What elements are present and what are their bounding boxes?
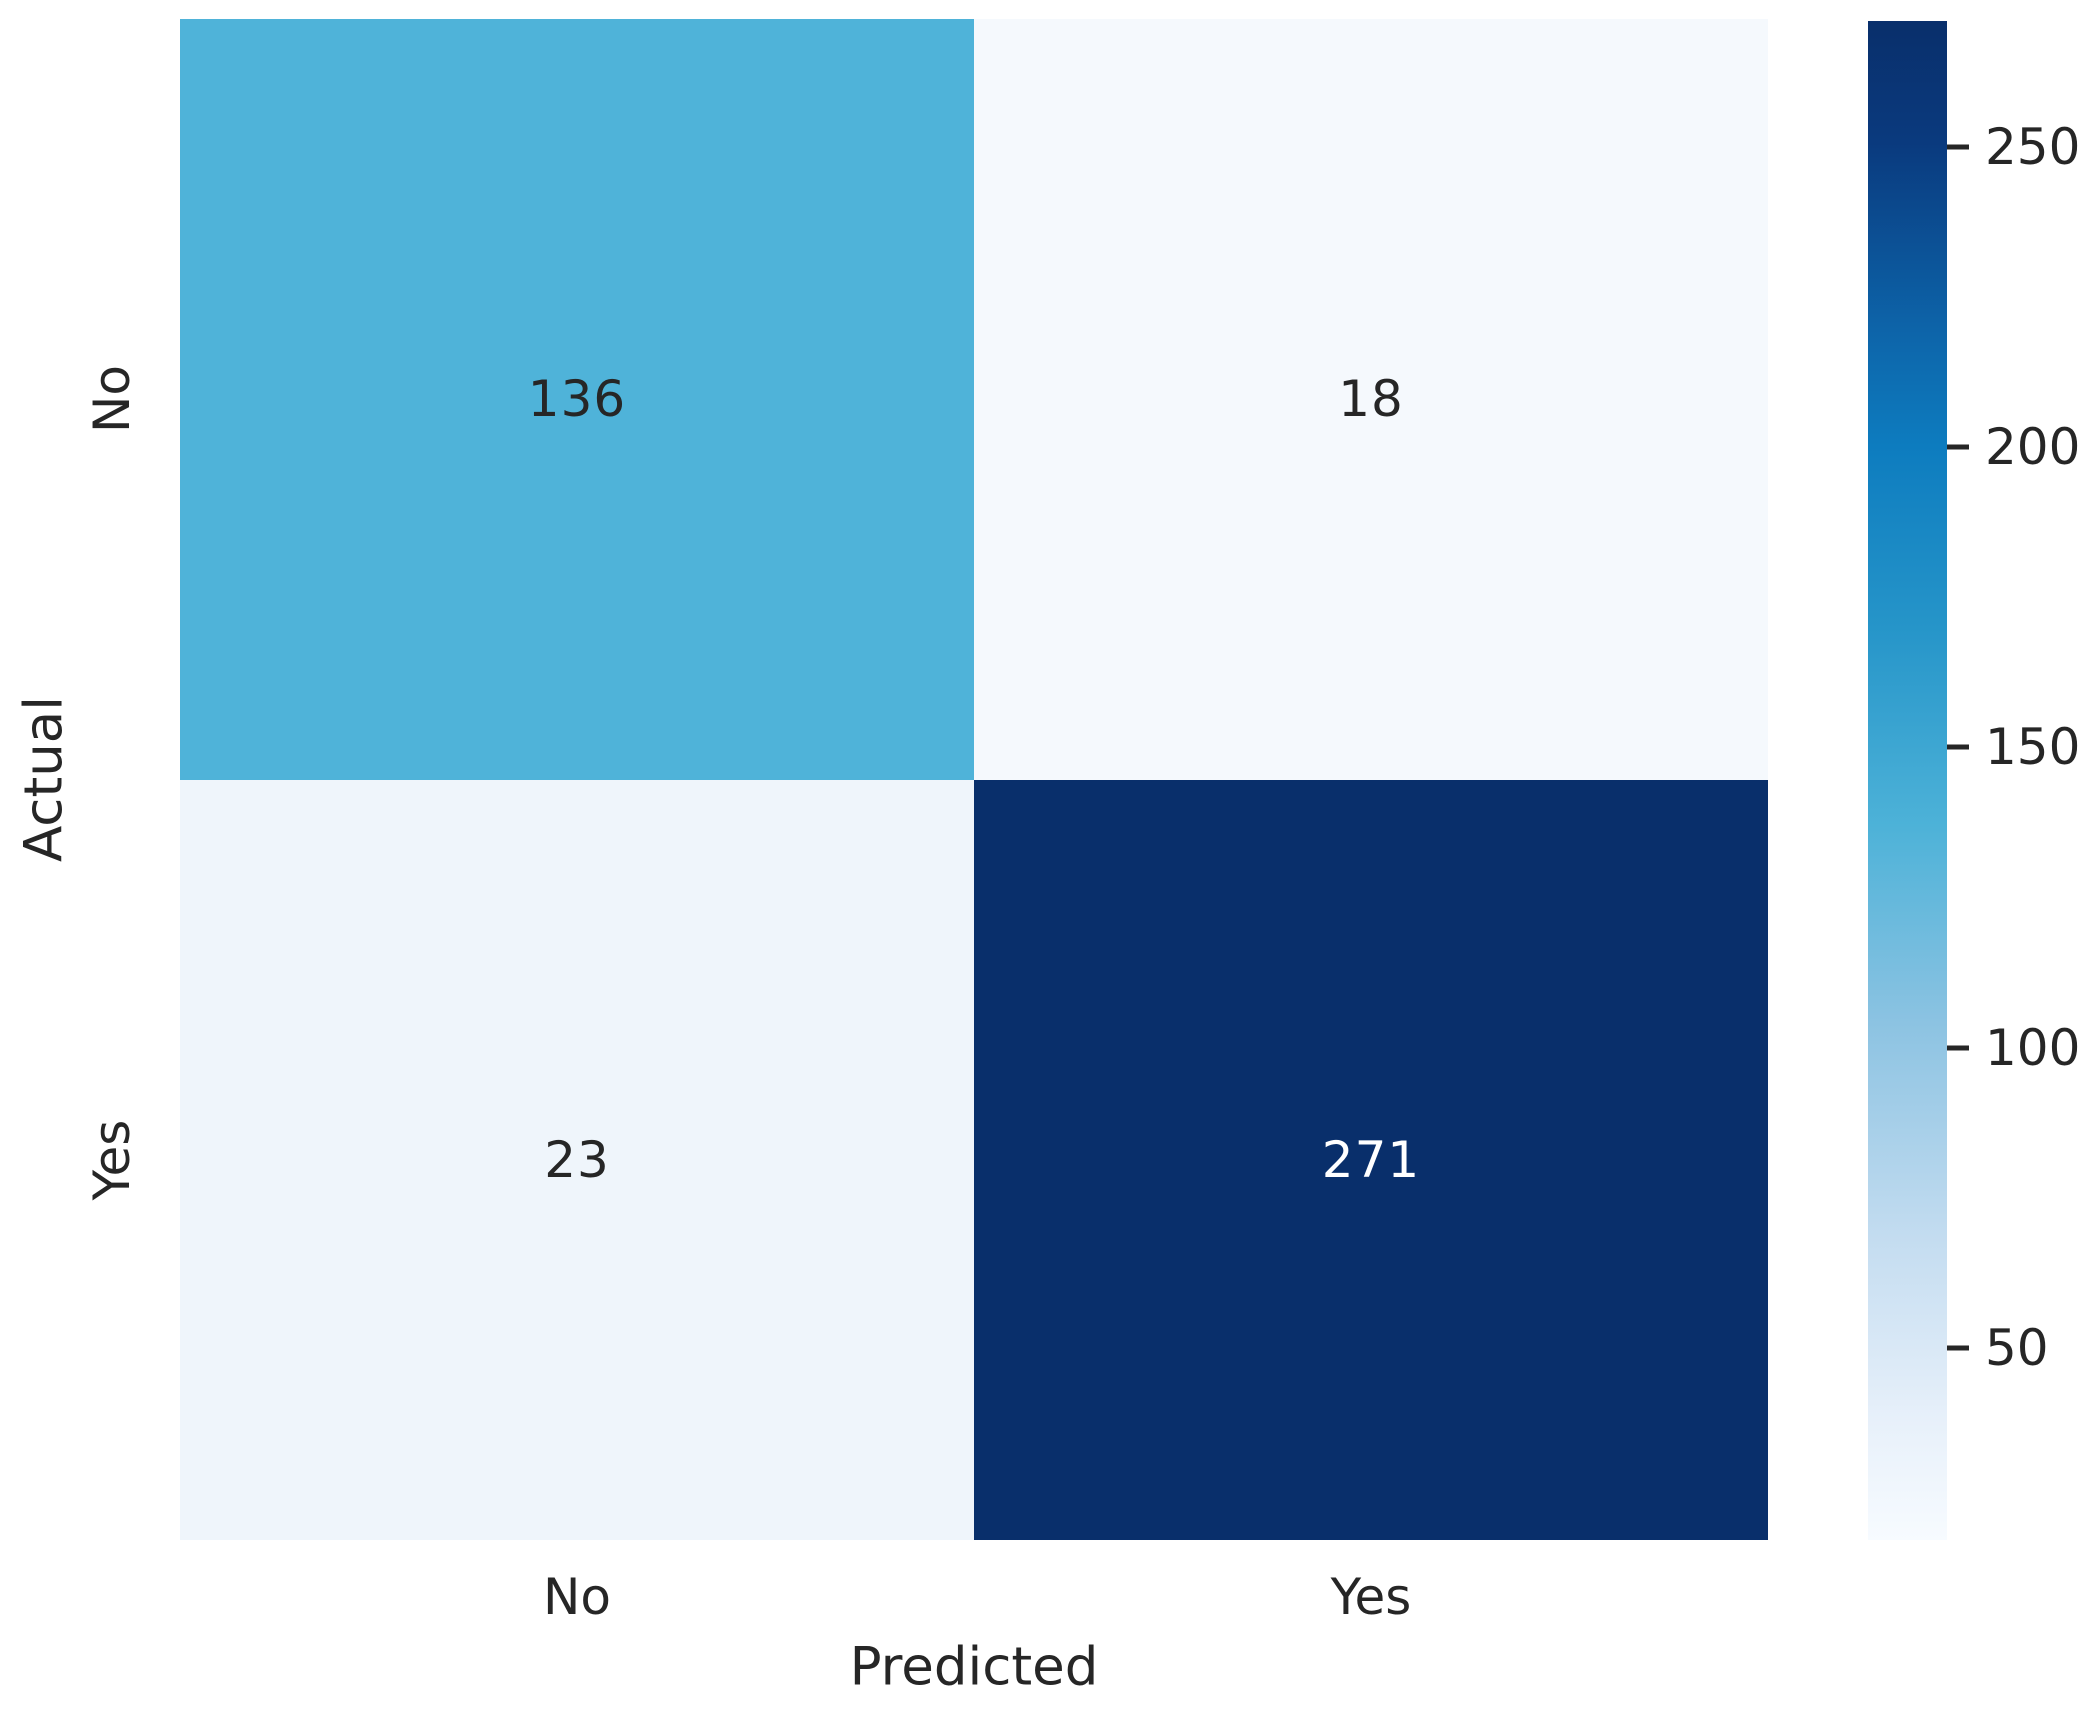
colorbar: 250 200 150 100 50 xyxy=(1868,21,2080,1540)
colorbar-tick-label: 50 xyxy=(1985,1318,2049,1377)
colorbar-tick-mark xyxy=(1947,1045,1969,1051)
colorbar-tick-label: 150 xyxy=(1985,718,2081,777)
cell-actual-yes-predicted-yes: 271 xyxy=(974,779,1768,1540)
colorbar-tick-mark xyxy=(1947,444,1969,450)
x-tick-label-no: No xyxy=(543,1568,611,1626)
y-axis-title: Actual xyxy=(13,695,75,863)
colorbar-tick-label: 200 xyxy=(1985,418,2081,477)
colorbar-tick-mark xyxy=(1947,1345,1969,1351)
cell-actual-no-predicted-yes: 18 xyxy=(974,19,1768,780)
colorbar-tick-label: 100 xyxy=(1985,1018,2081,1077)
x-tick-label-yes: Yes xyxy=(1330,1568,1412,1626)
y-tick-label-no: No xyxy=(83,365,141,433)
cell-value: 18 xyxy=(1338,370,1404,429)
cell-value: 23 xyxy=(544,1130,610,1189)
heatmap-grid: 136 18 23 271 xyxy=(180,19,1768,1540)
colorbar-tick-label: 250 xyxy=(1985,118,2081,177)
cell-actual-no-predicted-no: 136 xyxy=(180,19,974,780)
x-axis-title: Predicted xyxy=(849,1636,1099,1698)
cell-value: 136 xyxy=(527,370,627,429)
cell-value: 271 xyxy=(1321,1130,1421,1189)
colorbar-tick-mark xyxy=(1947,744,1969,750)
colorbar-tick-mark xyxy=(1947,144,1969,150)
y-tick-label-yes: Yes xyxy=(83,1119,141,1201)
cell-actual-yes-predicted-no: 23 xyxy=(180,779,974,1540)
